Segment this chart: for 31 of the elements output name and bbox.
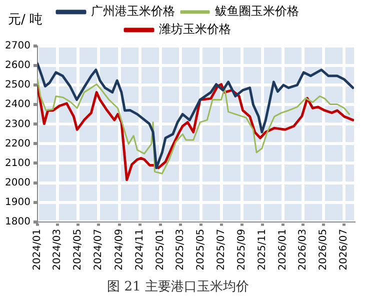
y-tick-label: 1800 — [4, 216, 30, 228]
x-tick-label: 2026/03 — [298, 228, 309, 270]
x-tick-label: 2025/03 — [174, 228, 186, 270]
x-tick-label: 2026/07 — [338, 228, 350, 270]
x-tick-label: 2024/03 — [52, 228, 64, 270]
y-tick-label: 1900 — [4, 196, 30, 208]
x-tick-label: 2025/05 — [195, 228, 206, 270]
y-axis-title: 元/ 吨 — [8, 12, 43, 28]
x-tick-label: 2024/05 — [72, 228, 84, 270]
y-tick-label: 2500 — [4, 80, 30, 91]
y-tick-label: 2600 — [4, 60, 30, 72]
text: 图 21 主要港口玉米均价 — [107, 278, 249, 295]
x-tick-label: 2024/11 — [134, 228, 146, 270]
x-tick-label: 2026/05 — [318, 228, 330, 270]
x-tick-label: 2025/01 — [155, 228, 166, 270]
legend-label: 潍坊玉米价格 — [159, 22, 231, 36]
y-tick-label: 2700 — [4, 40, 30, 52]
y-tick-label: 2100 — [4, 158, 30, 169]
x-tick-label: 2024/09 — [114, 228, 126, 270]
y-tick-label: 2200 — [4, 138, 30, 150]
y-tick-label: 2000 — [4, 177, 30, 188]
legend-label: 广州港玉米价格 — [91, 4, 175, 18]
x-tick-label: 2025/11 — [257, 228, 268, 270]
x-tick-label: 2024/01 — [32, 228, 44, 270]
y-tick-label: 2400 — [4, 99, 30, 110]
y-tick-label: 2300 — [4, 118, 30, 130]
x-tick-label: 2024/07 — [93, 228, 104, 270]
x-tick-label: 2025/07 — [216, 228, 227, 270]
legend-label: 鲅鱼圈玉米价格 — [215, 4, 299, 18]
x-tick-label: 2025/09 — [236, 228, 248, 270]
x-tick-label: 2026/01 — [278, 228, 289, 270]
